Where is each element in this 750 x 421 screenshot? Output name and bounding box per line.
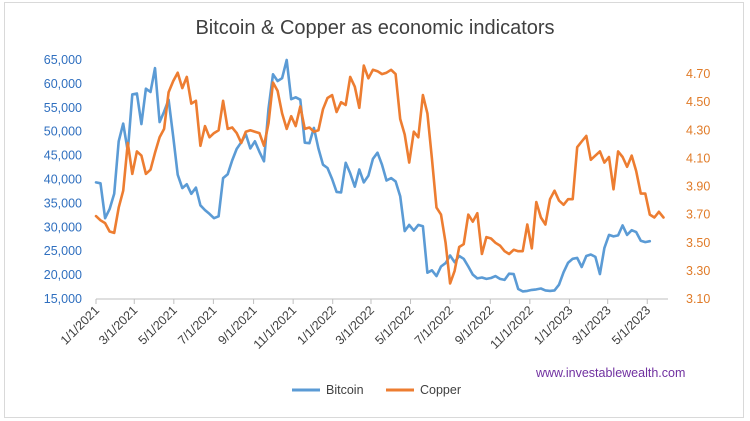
y-right-tick-label: 3.90 [686,180,710,194]
x-tick-label: 7/1/2021 [175,303,219,347]
y-left-tick-label: 15,000 [44,292,82,306]
y-right-tick-label: 3.70 [686,208,710,222]
x-tick-label: 11/1/2021 [251,303,300,352]
x-tick-label: 5/1/2022 [372,303,416,347]
y-left-tick-label: 45,000 [44,149,82,163]
legend: Bitcoin Copper [292,383,461,397]
plot-lines [94,58,665,293]
y-left-tick-label: 55,000 [44,101,82,115]
y-left-tick-label: 60,000 [44,77,82,91]
y-right-tick-label: 3.50 [686,236,710,250]
x-tick-label: 11/1/2022 [487,303,536,352]
x-tick-label: 1/1/2021 [58,303,102,347]
series-line-copper [94,64,665,285]
watermark-text: www.investablewealth.com [535,366,685,380]
y-left-tick-label: 20,000 [44,268,82,282]
y-right-tick-label: 4.10 [686,151,710,165]
y-left-tick-label: 35,000 [44,196,82,210]
chart-title: Bitcoin & Copper as economic indicators [195,17,554,39]
x-tick-label: 5/1/2023 [609,303,653,347]
y-right-tick-label: 3.10 [686,292,710,306]
legend-bitcoin-label: Bitcoin [326,383,364,397]
x-tick-label: 3/1/2023 [569,303,613,347]
x-tick-label: 1/1/2023 [531,303,575,347]
series-line-bitcoin [94,58,652,293]
x-tick-label: 7/1/2022 [412,303,456,347]
x-tick-label: 3/1/2022 [333,303,377,347]
y-right-tick-label: 4.30 [686,123,710,137]
y-right-tick-label: 4.50 [686,95,710,109]
y-left-tick-label: 25,000 [44,244,82,258]
y-left-tick-label: 50,000 [44,125,82,139]
y-left-tick-label: 65,000 [44,53,82,67]
legend-copper-label: Copper [420,383,461,397]
y-left-tick-label: 30,000 [44,220,82,234]
y-right-tick-label: 4.70 [686,67,710,81]
x-tick-label: 5/1/2021 [136,303,180,347]
x-tick-label: 3/1/2021 [96,303,140,347]
y-right-tick-label: 3.30 [686,264,710,278]
x-tick-label: 1/1/2022 [295,303,339,347]
y-left-tick-label: 40,000 [44,173,82,187]
